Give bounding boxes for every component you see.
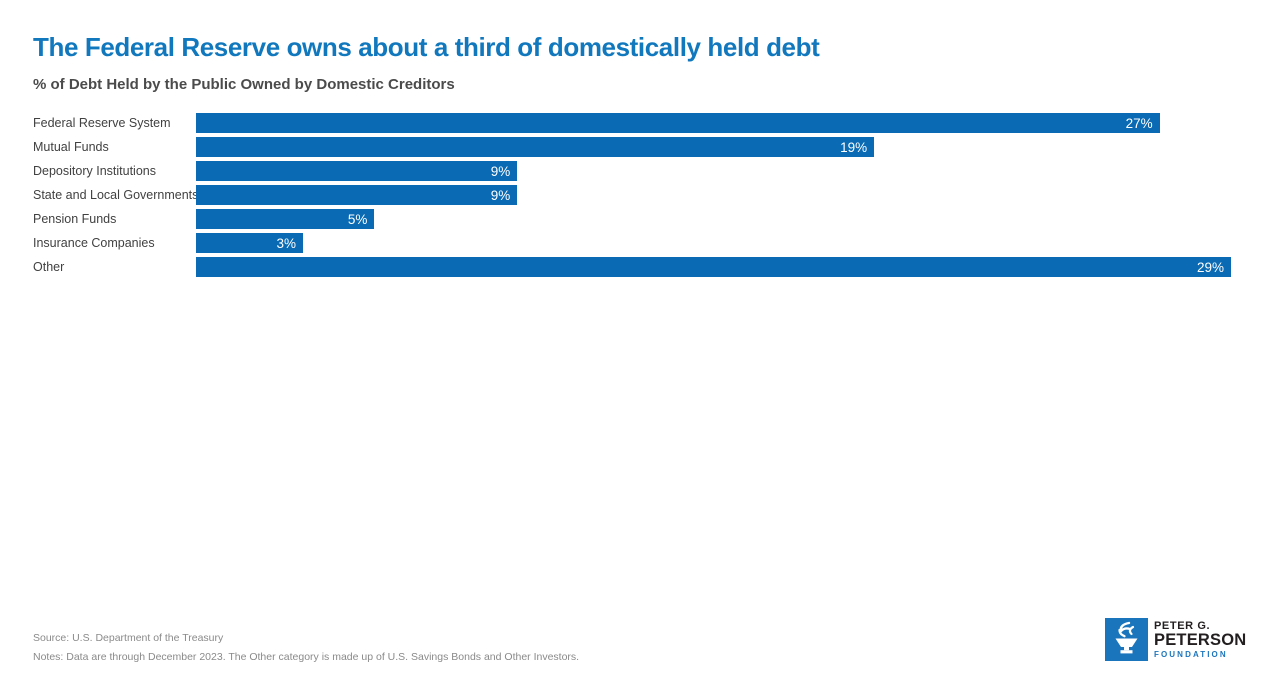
bar: 19% <box>196 137 875 157</box>
logo-line-peter-g: PETER G. <box>1154 619 1211 632</box>
value-label: 27% <box>1125 115 1153 131</box>
logo-text: PETER G. PETERSON FOUNDATION <box>1154 620 1246 660</box>
footer: Source: U.S. Department of the Treasury … <box>33 629 579 666</box>
bar: 29% <box>196 257 1231 277</box>
bar: 27% <box>196 113 1160 133</box>
chart-row: Depository Institutions 9% <box>33 161 1231 181</box>
value-label: 19% <box>840 139 868 155</box>
pgpf-logo: PETER G. PETERSON FOUNDATION <box>1105 618 1246 661</box>
category-label: State and Local Governments <box>33 188 199 202</box>
bar: 9% <box>196 185 518 205</box>
chart-row: State and Local Governments 9% <box>33 185 1231 205</box>
value-label: 3% <box>276 235 297 251</box>
category-label: Insurance Companies <box>33 236 155 250</box>
chart-row: Mutual Funds 19% <box>33 137 1231 157</box>
category-label: Pension Funds <box>33 212 117 226</box>
category-label: Depository Institutions <box>33 164 156 178</box>
chart-subtitle: % of Debt Held by the Public Owned by Do… <box>33 76 455 93</box>
value-label: 9% <box>490 163 511 179</box>
category-label: Other <box>33 260 65 274</box>
bar: 5% <box>196 209 375 229</box>
bar-track: 3% <box>196 233 1231 253</box>
value-label: 9% <box>490 187 511 203</box>
bar-track: 9% <box>196 185 1231 205</box>
chart-row: Pension Funds 5% <box>33 209 1231 229</box>
chart-row: Other 29% <box>33 257 1231 277</box>
bar-track: 9% <box>196 161 1231 181</box>
bar-track: 19% <box>196 137 1231 157</box>
data-notes: Notes: Data are through December 2023. T… <box>33 650 580 663</box>
torch-icon <box>1105 618 1148 661</box>
bar-track: 29% <box>196 257 1231 277</box>
category-label: Federal Reserve System <box>33 116 171 130</box>
chart-row: Federal Reserve System 27% <box>33 113 1231 133</box>
bar-chart: Federal Reserve System 27% Mutual Funds 19%… <box>33 113 1231 281</box>
logo-line-foundation: FOUNDATION <box>1154 649 1228 659</box>
value-label: 29% <box>1196 259 1224 275</box>
bar-track: 5% <box>196 209 1231 229</box>
chart-row: Insurance Companies 3% <box>33 233 1231 253</box>
chart-title: The Federal Reserve owns about a third o… <box>33 32 820 62</box>
bar: 9% <box>196 161 518 181</box>
logo-line-peterson: PETERSON <box>1154 630 1247 649</box>
bar-track: 27% <box>196 113 1231 133</box>
bar: 3% <box>196 233 304 253</box>
value-label: 5% <box>347 211 368 227</box>
source-note: Source: U.S. Department of the Treasury <box>33 632 224 644</box>
category-label: Mutual Funds <box>33 140 109 154</box>
